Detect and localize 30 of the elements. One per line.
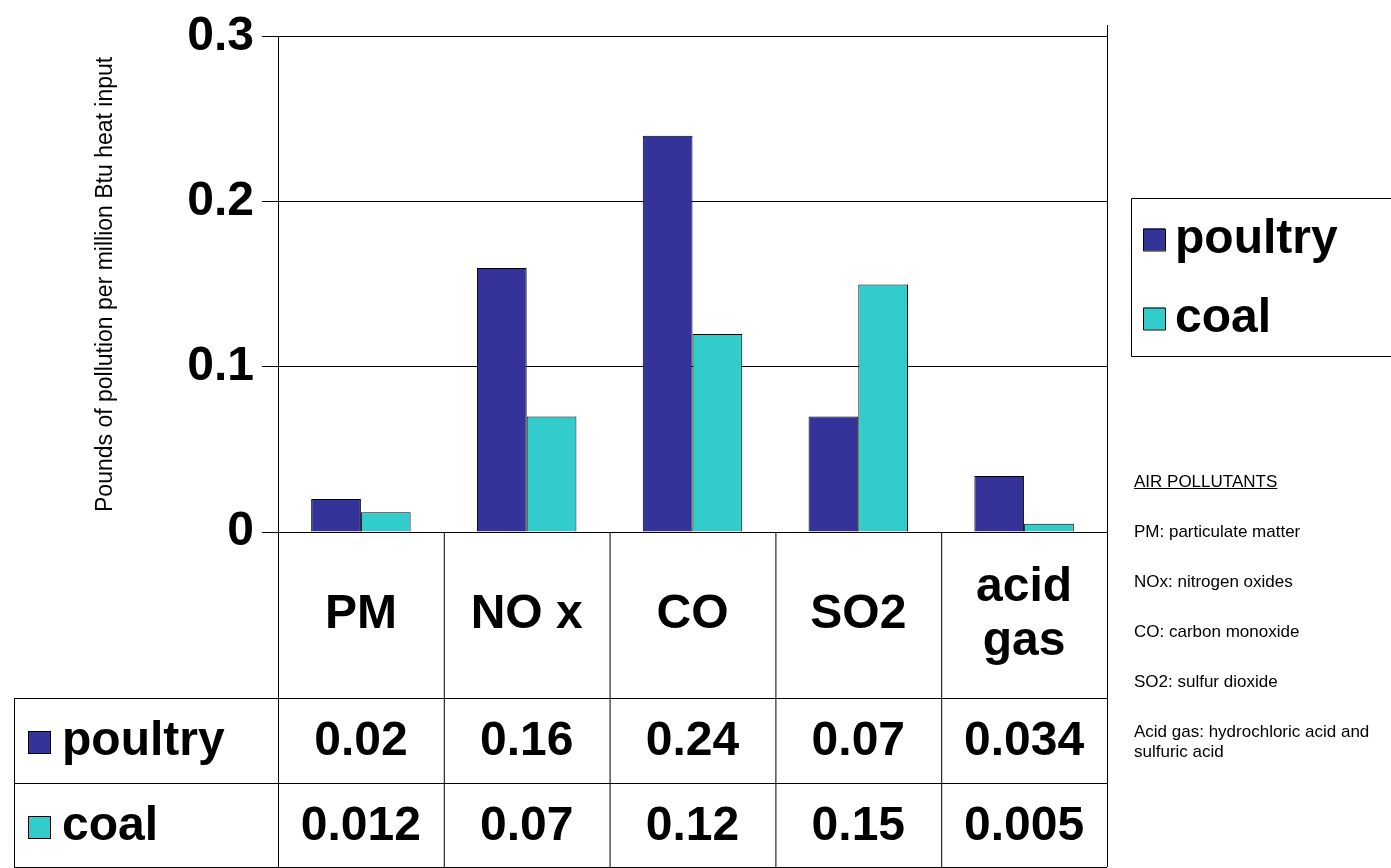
- data-label: 0.07: [811, 712, 906, 766]
- data-label: 0.07: [479, 796, 574, 850]
- data-label: 0.005: [964, 796, 1085, 850]
- data-label: 0.12: [645, 796, 740, 850]
- y-tick-label: 0: [227, 502, 254, 556]
- data-label: 0.15: [811, 796, 906, 850]
- x-tick-label: PM: [324, 585, 397, 639]
- data-label: 0.24: [645, 712, 740, 766]
- y-tick-label: 0.2: [187, 172, 254, 226]
- text: SO2: sulfur dioxide: [1134, 672, 1279, 692]
- data-label: 0.02: [314, 712, 408, 766]
- text: poultry: [62, 712, 225, 766]
- legend-label: poultry: [1175, 209, 1338, 263]
- y-tick-label: 0.3: [187, 7, 254, 61]
- x-tick-label: SO2: [810, 585, 907, 639]
- y-axis-title: Pounds of pollution per million Btu heat input: [91, 56, 118, 512]
- x-tick-label: CO: [656, 585, 729, 639]
- y-tick-label: 0.1: [187, 337, 254, 391]
- data-label: 0.012: [300, 796, 421, 850]
- text: Acid gas: hydrochloric acid and sulfuric acid: [1134, 722, 1371, 762]
- data-label: 0.16: [479, 712, 574, 766]
- data-label: 0.034: [964, 712, 1085, 766]
- x-tick-label: NO x: [470, 585, 584, 639]
- text: coal: [62, 796, 159, 850]
- x-tick-label: acid gas: [976, 558, 1073, 666]
- text: CO: carbon monoxide: [1134, 622, 1301, 642]
- text: PM: particulate matter: [1134, 522, 1302, 542]
- legend-label: coal: [1175, 288, 1272, 342]
- text: AIR POLLUTANTS: [1134, 472, 1279, 492]
- text: NOx: nitrogen oxides: [1134, 572, 1294, 592]
